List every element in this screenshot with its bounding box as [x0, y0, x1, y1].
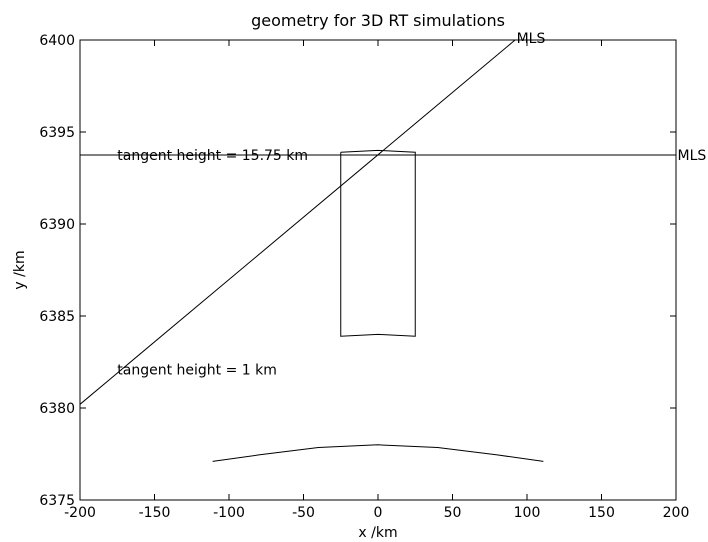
y-tick-label: 6375 — [39, 493, 75, 509]
y-tick-label: 6390 — [39, 217, 75, 233]
x-tick-label: 0 — [374, 505, 383, 521]
x-tick-label: -200 — [64, 505, 96, 521]
x-tick-label: -150 — [139, 505, 171, 521]
annotations-group: MLS MLS tangent height = 15.75 km tangent h… — [117, 31, 706, 378]
annotation-label: tangent height = 15.75 km — [117, 148, 308, 164]
chart-title: geometry for 3D RT simulations — [251, 11, 505, 30]
annotation-label: MLS — [517, 31, 546, 47]
y-axis-label: y /km — [12, 250, 28, 289]
x-axis-label: x /km — [358, 525, 397, 541]
annotation-label: MLS — [677, 148, 706, 164]
series-group — [79, 39, 676, 462]
annotation-label: tangent height = 1 km — [117, 362, 277, 378]
x-axis-ticks: -200 -150 -100 -50 0 50 100 150 200 — [64, 40, 689, 521]
x-tick-label: 150 — [588, 505, 615, 521]
y-tick-label: 6385 — [39, 309, 75, 325]
y-tick-label: 6395 — [39, 125, 75, 141]
x-tick-label: -100 — [213, 505, 245, 521]
series-line-3 — [340, 149, 416, 337]
y-tick-label: 6400 — [39, 33, 75, 49]
x-tick-label: 200 — [663, 505, 690, 521]
y-axis-ticks: 6375 6380 6385 6390 6395 6400 — [39, 33, 676, 509]
series-line-1 — [79, 39, 516, 405]
plot-area-frame — [79, 39, 677, 501]
x-tick-label: 50 — [444, 505, 462, 521]
x-tick-label: -50 — [292, 505, 315, 521]
y-tick-label: 6380 — [39, 401, 75, 417]
series-line-4 — [212, 444, 544, 462]
x-tick-label: 100 — [514, 505, 541, 521]
